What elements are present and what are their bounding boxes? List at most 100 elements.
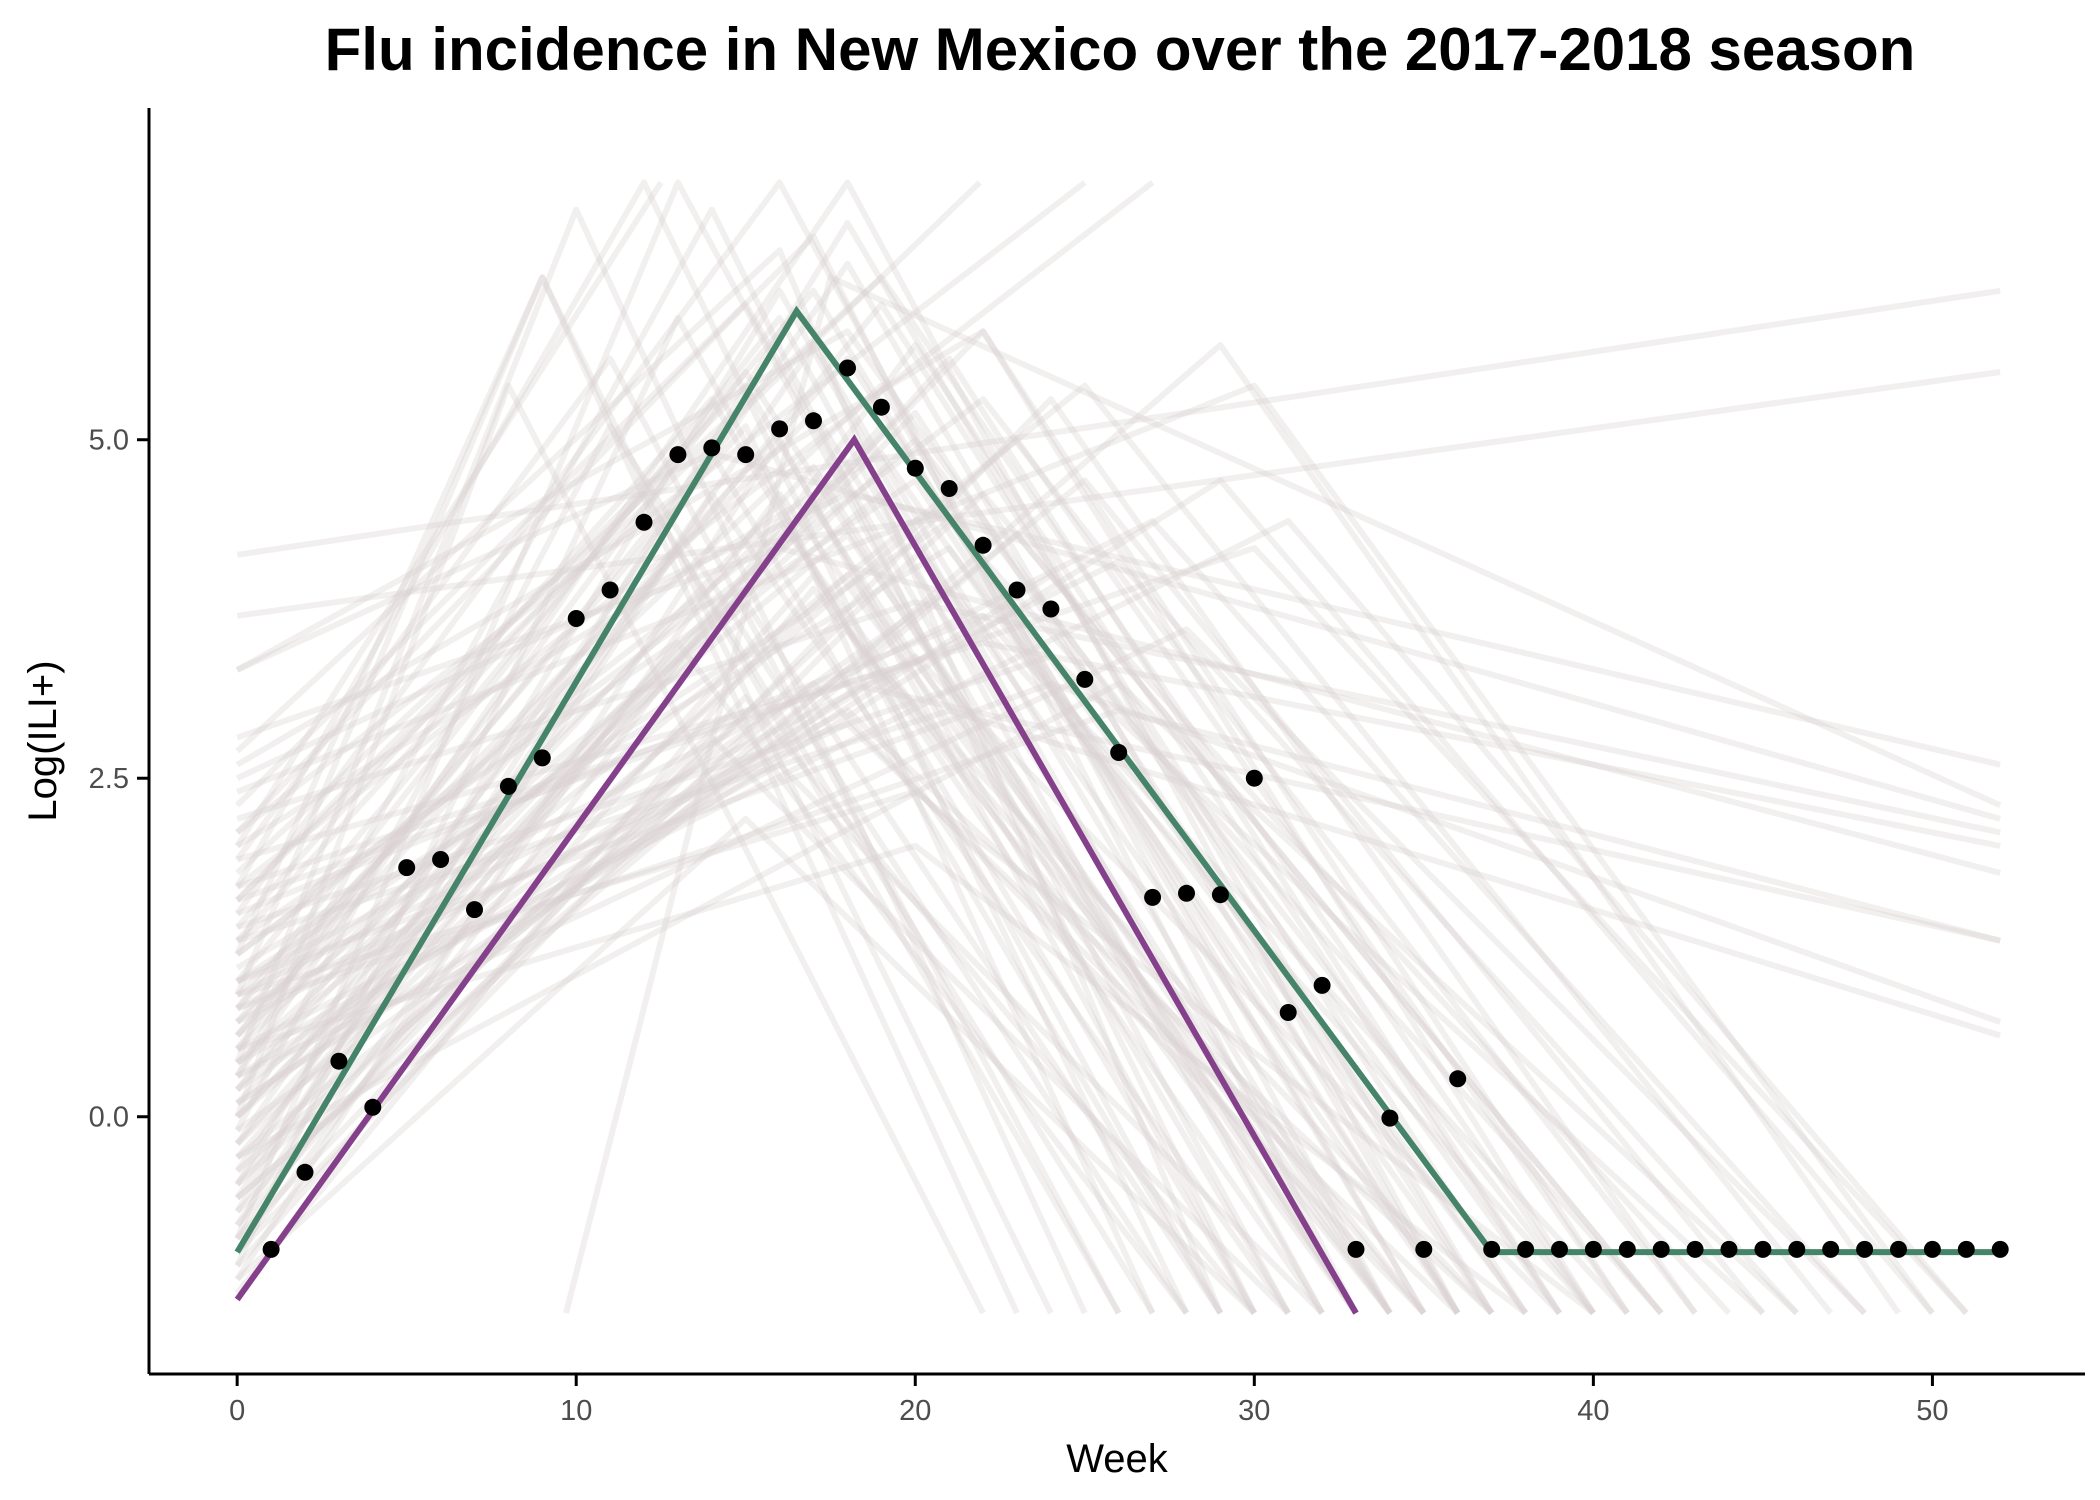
sample-line-27 [235,626,1427,1316]
sample-line-102 [234,180,664,848]
data-point-week-49 [1890,1240,1907,1258]
sample-line-26 [235,450,1495,1315]
data-point-week-31 [1279,1004,1297,1021]
data-point-week-43 [1686,1240,1704,1258]
data-point-week-15 [737,446,755,464]
sample-line-77 [235,680,1799,1316]
data-point-week-12 [635,513,653,531]
sample-line-64 [235,274,1596,1315]
data-point-week-9 [533,749,551,767]
sample-line-61 [234,342,1562,1315]
sample-line-80 [234,274,1020,1315]
sample-line-70 [235,328,1630,1315]
sample-line-38 [234,734,1291,1316]
sample-line-4 [234,301,1529,1315]
sample-line-86 [235,572,1427,1315]
chart-title: Flu incidence in New Mexico over the 201… [325,16,1916,83]
sample-line-19 [235,328,1596,1315]
data-point-week-47 [1822,1240,1840,1258]
sample-line-99 [236,680,2002,1025]
sample-line-18 [234,436,1257,1315]
sample-line-7 [235,247,1224,1315]
sample-line-16 [235,233,1359,1315]
data-point-week-46 [1788,1240,1806,1258]
data-point-week-5 [398,859,416,877]
data-point-week-35 [1415,1240,1433,1258]
sample-line-40 [235,531,1664,1316]
sample-line-10 [234,206,1088,1315]
sample-line-103 [235,180,982,903]
sample-line-20 [234,355,1122,1315]
data-point-week-26 [1110,744,1128,761]
sample-line-39 [236,788,1596,1316]
sample-line-24 [234,572,1325,1315]
data-point-week-39 [1551,1240,1568,1258]
observed-points [262,359,2009,1258]
data-point-week-34 [1381,1109,1399,1127]
data-point-week-38 [1517,1240,1535,1258]
sample-line-65 [235,585,1596,1316]
data-point-week-2 [296,1163,314,1181]
sample-line-94 [235,490,2001,781]
sample-line-83 [234,179,1393,1315]
data-point-week-14 [703,439,721,457]
data-point-week-3 [330,1052,348,1070]
sample-line-57 [234,220,1495,1315]
sample-line-58 [235,301,1325,1315]
data-point-week-17 [805,412,822,430]
sample-line-47 [235,680,1426,1316]
data-point-week-45 [1754,1240,1772,1258]
data-point-week-32 [1313,976,1331,994]
sample-line-97 [236,680,2001,944]
data-point-week-28 [1178,884,1195,902]
sample-line-87 [235,504,1359,1315]
sample-line-9 [234,179,1190,1315]
sample-line-59 [235,436,1630,1315]
sample-line-17 [235,382,1427,1315]
sample-line-34 [235,694,1257,1316]
sample-line-12 [234,179,1461,1315]
sample-line-69 [234,423,1190,1315]
data-point-week-48 [1856,1240,1874,1258]
sample-line-44 [234,355,1461,1315]
y-tick-label: 2.5 [89,763,129,795]
data-point-week-1 [262,1240,280,1258]
sample-line-91 [236,369,2001,619]
green-fit-line [234,305,2001,1256]
sample-line-11 [234,179,1291,1315]
sample-line-15 [234,355,1563,1315]
data-point-week-50 [1923,1240,1941,1258]
sample-line-105 [235,180,1155,889]
sample-line-29 [235,545,1528,1315]
axes [147,108,2085,1376]
x-tick-label: 20 [899,1395,931,1427]
sample-line-5 [234,396,1257,1315]
sample-line-72 [235,342,1901,1315]
data-point-week-20 [906,459,924,477]
sample-line-23 [235,477,1461,1315]
sample-line-41 [234,463,1359,1315]
x-tick-label: 0 [229,1395,245,1427]
data-point-week-4 [364,1098,382,1116]
sample-line-54 [235,477,1766,1315]
sample-line-2 [234,260,1461,1315]
data-point-week-37 [1483,1240,1501,1258]
data-point-week-33 [1347,1240,1365,1258]
sample-line-49 [235,707,1494,1316]
y-tick-label: 5.0 [89,425,129,457]
sample-line-85 [235,490,1461,1315]
sample-line-21 [234,490,1291,1315]
data-point-week-24 [1042,600,1060,618]
sample-line-88 [235,436,1596,1315]
sample-line-75 [236,382,1935,1315]
data-point-week-21 [940,480,958,497]
data-point-week-52 [1991,1240,2009,1258]
data-point-week-11 [601,581,619,599]
sample-line-3 [234,314,1325,1315]
sample-line-45 [234,490,1393,1315]
sample-line-32 [234,585,1393,1315]
y-axis-title: Log(ILI+) [21,660,65,821]
data-point-week-16 [771,420,789,438]
sample-line-1 [234,369,1359,1315]
data-point-week-22 [974,536,992,554]
